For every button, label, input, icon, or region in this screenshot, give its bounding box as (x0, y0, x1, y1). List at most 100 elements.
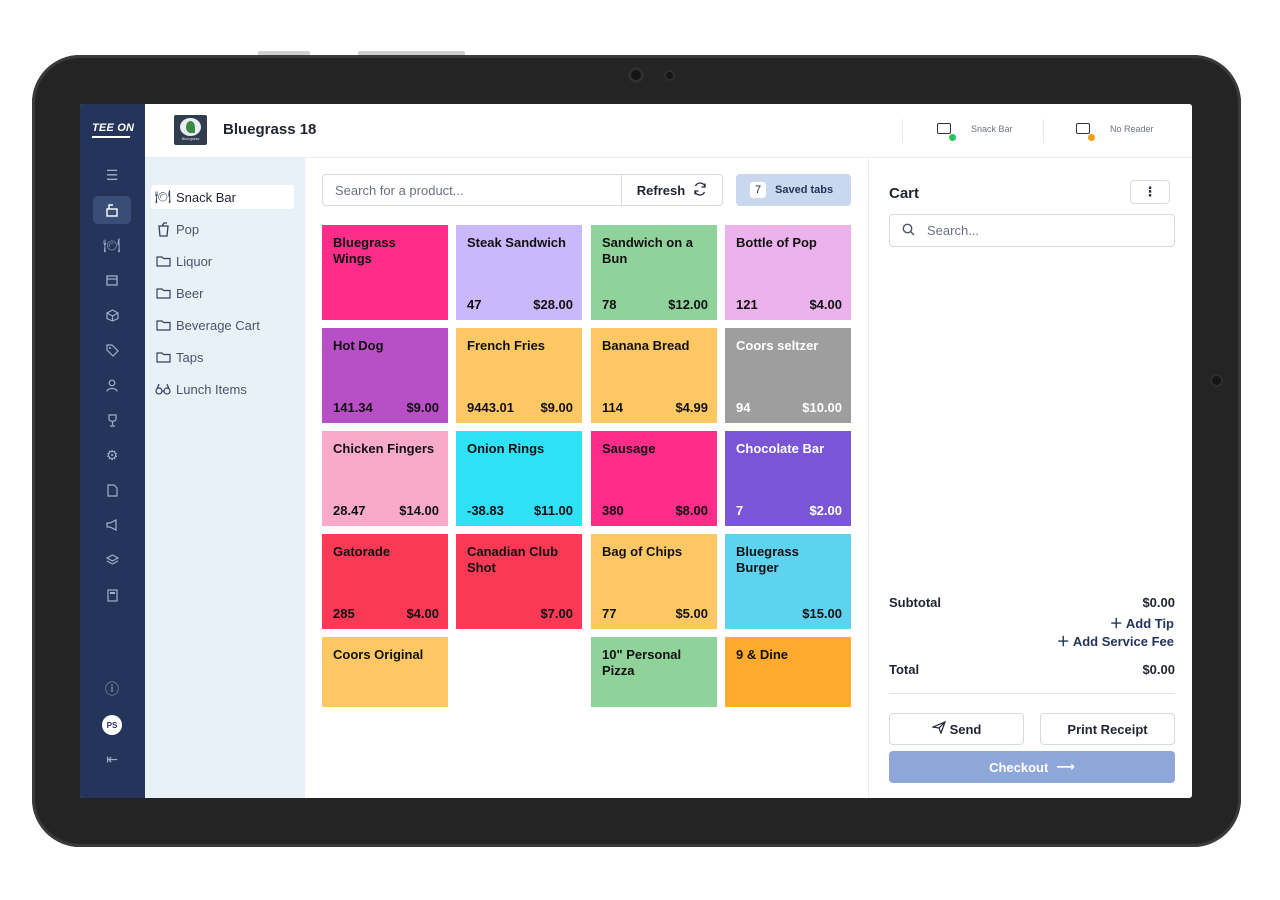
product-quantity: 141.34 (333, 400, 373, 415)
product-quantity: -38.83 (467, 503, 504, 518)
tag-icon[interactable] (93, 336, 131, 364)
divider (889, 693, 1175, 694)
category-label: Beer (176, 285, 204, 301)
product-tile-hot-dog[interactable]: Hot Dog 141.34 $9.00 (322, 328, 448, 423)
hardware-button (258, 51, 310, 56)
total-value: $0.00 (1142, 662, 1175, 677)
product-quantity: 7 (736, 503, 744, 518)
product-name: Chocolate Bar (736, 441, 825, 456)
add-service-fee-button[interactable]: ＋ Add Service Fee (1057, 631, 1174, 650)
product-tile-bottle-of-pop[interactable]: Bottle of Pop 121 $4.00 (725, 225, 851, 320)
product-name: 10" Personal Pizza (602, 647, 682, 678)
avatar[interactable]: PS (102, 715, 122, 735)
saved-tabs-count: 7 (750, 182, 766, 198)
product-price: $10.00 (802, 400, 842, 415)
product-name: Bag of Chips (602, 544, 683, 559)
calendar-icon[interactable] (93, 266, 131, 294)
category-item-pop[interactable]: Pop (151, 217, 294, 241)
product-price: $4.00 (406, 606, 439, 621)
trophy-icon[interactable] (93, 406, 131, 434)
product-price: $28.00 (533, 297, 573, 312)
category-label: Beverage Cart (176, 317, 260, 333)
register-status[interactable]: Snack Bar (935, 122, 1013, 141)
register-label: Snack Bar (971, 124, 1013, 134)
product-tile-french-fries[interactable]: French Fries 9443.01 $9.00 (456, 328, 582, 423)
calculator-icon[interactable] (93, 581, 131, 609)
saved-tabs-button[interactable]: 7 Saved tabs (736, 174, 851, 206)
product-name: Steak Sandwich (467, 235, 566, 250)
card-reader-icon (1074, 122, 1095, 141)
product-quantity: 9443.01 (467, 400, 514, 415)
product-price: $4.99 (675, 400, 708, 415)
category-label: Liquor (176, 253, 213, 269)
product-tile-bluegrass-wings[interactable]: Bluegrass Wings (322, 225, 448, 320)
logout-icon[interactable]: ⇤ (106, 750, 118, 767)
box-icon[interactable] (93, 301, 131, 329)
send-button[interactable]: Send (889, 713, 1024, 745)
product-tile-chicken-fingers[interactable]: Chicken Fingers 28.47 $14.00 (322, 431, 448, 526)
product-quantity: 94 (736, 400, 751, 415)
category-item-taps[interactable]: Taps (151, 345, 294, 369)
pos-icon[interactable] (93, 196, 131, 224)
product-tile-10-personal-pizza[interactable]: 10" Personal Pizza (591, 637, 717, 707)
plus-icon: ＋ (1056, 634, 1070, 649)
product-tile-sandwich-on-a-bun[interactable]: Sandwich on a Bun 78 $12.00 (591, 225, 717, 320)
reader-status[interactable]: No Reader (1074, 122, 1154, 141)
refresh-button[interactable]: Refresh (621, 174, 723, 206)
gear-icon[interactable]: ⚙ (105, 446, 119, 463)
category-item-liquor[interactable]: Liquor (151, 249, 294, 273)
product-tile-coors-original[interactable]: Coors Original (322, 637, 448, 707)
layers-icon[interactable] (93, 546, 131, 574)
product-tile-9-dine[interactable]: 9 & Dine (725, 637, 851, 707)
product-tile-gatorade[interactable]: Gatorade 285 $4.00 (322, 534, 448, 629)
product-tile-sausage[interactable]: Sausage 380 $8.00 (591, 431, 717, 526)
more-options-button[interactable]: ⋮ (1130, 180, 1170, 204)
category-item-beer[interactable]: Beer (151, 281, 294, 305)
cart-search-input[interactable]: Search... (889, 214, 1175, 247)
binoculars-icon (155, 383, 171, 395)
category-item-beverage-cart[interactable]: Beverage Cart (151, 313, 294, 337)
app-logo-underline (91, 136, 131, 138)
folder-icon (155, 319, 171, 331)
product-tile-coors-seltzer[interactable]: Coors seltzer 94 $10.00 (725, 328, 851, 423)
app-logo: TEE ON (92, 122, 135, 134)
report-icon[interactable] (93, 476, 131, 504)
product-tile-steak-sandwich[interactable]: Steak Sandwich 47 $28.00 (456, 225, 582, 320)
product-price: $14.00 (399, 503, 439, 518)
product-price: $9.00 (540, 400, 573, 415)
product-tile-bag-of-chips[interactable]: Bag of Chips 77 $5.00 (591, 534, 717, 629)
add-tip-label: Add Tip (1125, 616, 1174, 631)
info-icon[interactable]: ⓘ (105, 681, 119, 697)
megaphone-icon[interactable] (93, 511, 131, 539)
product-price: $11.00 (533, 503, 573, 518)
category-item-snack-bar[interactable]: 🍽︎ Snack Bar (151, 185, 294, 209)
reader-label: No Reader (1110, 124, 1154, 134)
checkout-button[interactable]: Checkout ⟶ (889, 751, 1175, 783)
product-name: Bluegrass Burger (736, 544, 799, 575)
product-tile-chocolate-bar[interactable]: Chocolate Bar 7 $2.00 (725, 431, 851, 526)
dining-icon[interactable]: 🍽︎ (103, 236, 121, 253)
total-label: Total (889, 662, 920, 677)
product-name: French Fries (467, 338, 546, 353)
add-tip-button[interactable]: ＋ Add Tip (1110, 613, 1174, 632)
product-name: Sausage (602, 441, 656, 456)
product-tile-canadian-club-shot[interactable]: Canadian Club Shot $7.00 (456, 534, 582, 629)
product-name: Coors seltzer (736, 338, 819, 353)
product-quantity: 380 (602, 503, 624, 518)
send-icon (930, 720, 946, 737)
product-tile-banana-bread[interactable]: Banana Bread 114 $4.99 (591, 328, 717, 423)
cart-title: Cart (889, 185, 920, 202)
product-name: Sandwich on a Bun (602, 235, 694, 266)
product-price: $15.00 (802, 606, 842, 621)
category-item-lunch-items[interactable]: Lunch Items (151, 377, 294, 401)
user-icon[interactable] (93, 371, 131, 399)
arrow-right-icon: ⟶ (1056, 759, 1075, 774)
product-name: Banana Bread (602, 338, 690, 353)
folder-icon (155, 287, 171, 299)
product-tile-onion-rings[interactable]: Onion Rings -38.83 $11.00 (456, 431, 582, 526)
product-search-input[interactable]: Search for a product... (322, 174, 622, 206)
product-tile-bluegrass-burger[interactable]: Bluegrass Burger $15.00 (725, 534, 851, 629)
menu-icon[interactable]: ☰ (105, 166, 119, 183)
print-receipt-button[interactable]: Print Receipt (1040, 713, 1175, 745)
plus-icon: ＋ (1109, 616, 1123, 631)
